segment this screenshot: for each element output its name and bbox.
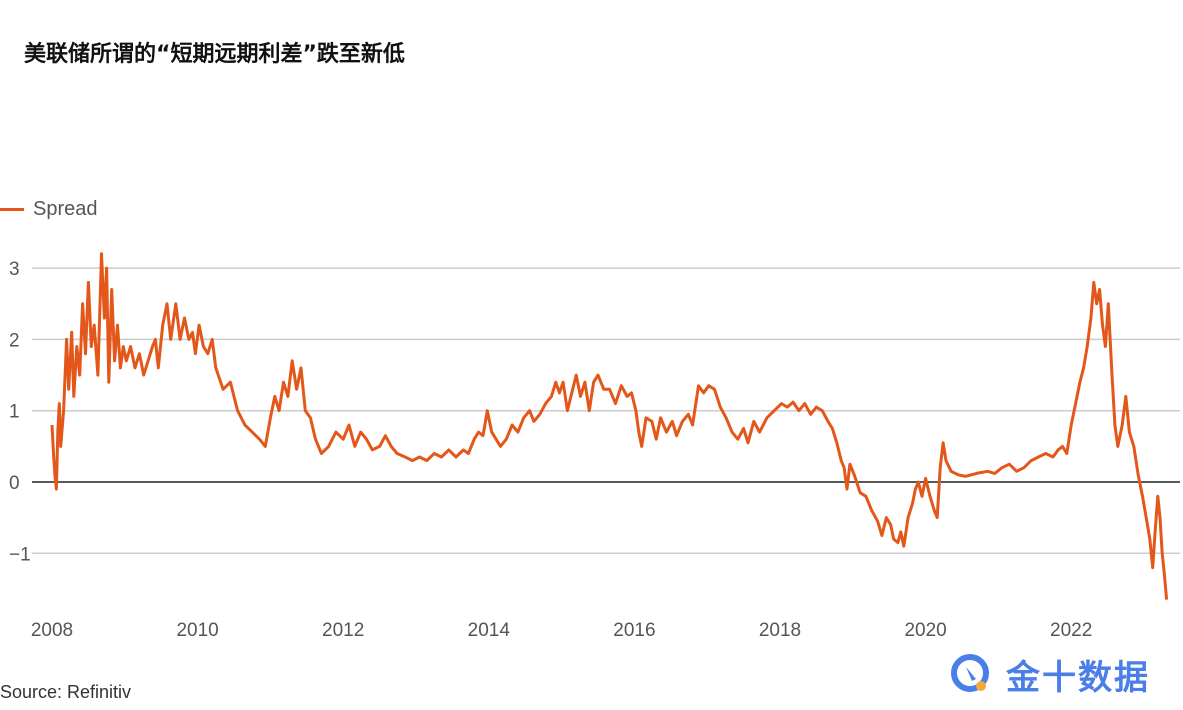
legend-swatch-spread bbox=[0, 208, 24, 211]
source-note: Source: Refinitiv bbox=[0, 682, 132, 702]
x-tick-label: 2022 bbox=[1050, 620, 1092, 641]
chart-title: 美联储所谓的“短期远期利差”跌至新低 bbox=[24, 42, 405, 67]
y-tick-label: 0 bbox=[9, 473, 20, 494]
x-tick-label: 2014 bbox=[468, 620, 511, 641]
logo-text: 金十数据 bbox=[1006, 658, 1150, 698]
y-tick-label: −1 bbox=[9, 544, 31, 565]
x-tick-label: 2010 bbox=[176, 620, 218, 641]
y-tick-label: 1 bbox=[9, 402, 20, 423]
legend-label-spread: Spread bbox=[33, 198, 98, 220]
rocket-logo-icon bbox=[951, 653, 989, 692]
y-tick-label: 3 bbox=[9, 259, 20, 280]
series-line-spread bbox=[50, 252, 1169, 600]
legend: Spread bbox=[0, 198, 98, 221]
x-tick-label: 2016 bbox=[613, 620, 655, 641]
x-tick-label: 2008 bbox=[31, 620, 73, 641]
watermark-logo: 金十数据 bbox=[950, 650, 1150, 699]
x-tick-label: 2018 bbox=[759, 620, 801, 641]
x-tick-label: 2020 bbox=[904, 620, 946, 641]
x-tick-label: 2012 bbox=[322, 620, 364, 641]
y-tick-label: 2 bbox=[9, 330, 20, 351]
